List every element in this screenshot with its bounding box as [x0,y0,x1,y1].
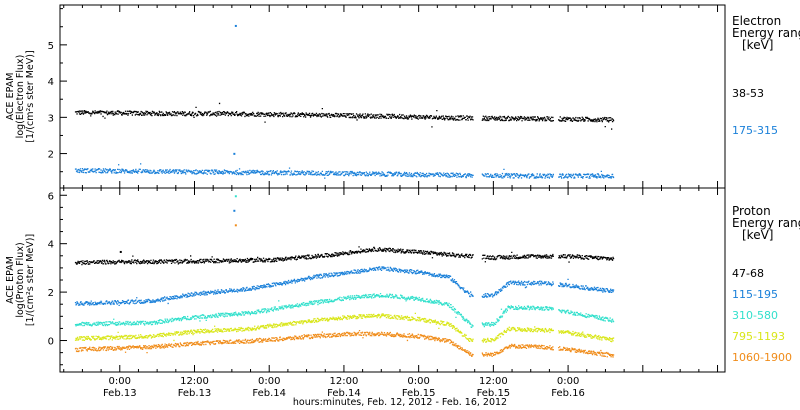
x-tick-date-label: Feb.15 [402,388,436,399]
outlier-point [234,195,237,198]
electron-series-175-315 [74,24,615,179]
legend-title-line: [keV] [742,228,773,242]
outlier-point [234,24,237,27]
x-axis-title: hours:minutes, Feb. 12, 2012 - Feb. 16, … [293,397,507,408]
y-tick-label: 2 [48,150,54,161]
proton-series-1060-1900 [74,224,615,358]
y-tick-label: 0 [48,337,54,348]
x-tick-time-label: 0:00 [258,376,280,387]
electron-y-title: ACE EPAM log(Electron Flux) [1/(cm²s ster … [5,50,36,142]
legend-title-line: Proton [732,204,771,218]
y-title-line: ACE EPAM [5,73,16,121]
series-175-315-points [74,163,615,179]
x-tick-time-label: 0:00 [109,376,131,387]
legend-entry: 115-195 [732,288,778,301]
y-tick-label: 6 [48,191,54,202]
series-38-53-points [74,102,615,130]
y-tick-label: 4 [48,240,54,251]
proton-series-47-68 [74,246,615,266]
y-title-line: log(Proton Flux) [15,242,26,317]
series-310-580-points [74,293,615,328]
x-tick-time-label: 0:00 [557,376,579,387]
outlier-point [119,250,122,253]
proton-series-115-195 [74,209,615,306]
x-tick-date-label: Feb.14 [327,388,361,399]
electron-panel: 2 3 4 5 ACE EPAM log(Electron Flux) [1/(cm²s s… [5,4,800,189]
x-tick-date-label: Feb.13 [178,388,212,399]
electron-frame [59,4,726,189]
y-title-line: [1/(cm²s ster MeV)] [25,50,36,142]
legend-title-line: Energy ranges [732,26,800,40]
electron-x-ticks [63,5,719,188]
legend-entry: 38-53 [732,87,764,100]
proton-series-310-580 [74,195,615,328]
legend-entry: 795-1193 [732,330,785,343]
y-tick-label: 5 [48,41,54,52]
series-795-1193-points [74,312,615,343]
y-title-line: log(Electron Flux) [15,55,26,139]
y-title-line: ACE EPAM [5,256,16,304]
x-tick-time-label: 0:00 [407,376,429,387]
outlier-point [233,152,236,155]
x-tick-date-label: Feb.16 [551,388,585,399]
legend-title-line: Electron [732,14,781,28]
proton-series-795-1193 [74,312,615,343]
outlier-point [234,224,237,227]
series-1060-1900-points [74,330,615,358]
legend-title-line: Energy ranges [732,216,800,230]
x-tick-date-label: Feb.14 [252,388,286,399]
proton-x-ticks [63,188,719,372]
legend-entry: 175-315 [732,124,778,137]
proton-frame [59,187,726,373]
outlier-point [233,209,236,212]
electron-series-38-53 [74,102,615,130]
x-tick-time-label: 12:00 [330,376,359,387]
proton-y-axis: 0 2 4 6 [48,191,67,366]
legend-entry: 310-580 [732,309,778,322]
series-115-195-points [74,266,615,306]
proton-panel: 0 2 4 6 ACE EPAM log(Proton Flux) [1/(cm²s ste… [5,187,800,373]
legend-title-line: [keV] [742,38,773,52]
time-axis: 0:00Feb.1312:00Feb.130:00Feb.1412:00Feb.… [103,376,585,399]
x-tick-date-label: Feb.15 [477,388,511,399]
legend-entry: 1060-1900 [732,351,792,364]
y-tick-label: 4 [48,77,54,88]
x-tick-date-label: Feb.13 [103,388,137,399]
y-title-line: [1/(cm²s ster MeV)] [25,234,36,326]
y-tick-label: 2 [48,288,54,299]
legend-entry: 47-68 [732,267,764,280]
proton-y-title: ACE EPAM log(Proton Flux) [1/(cm²s ster Me… [5,234,36,326]
x-tick-time-label: 12:00 [180,376,209,387]
x-tick-time-label: 12:00 [479,376,508,387]
y-tick-label: 3 [48,113,54,124]
electron-y-axis: 2 3 4 5 [48,8,67,173]
series-47-68-points [74,246,615,266]
